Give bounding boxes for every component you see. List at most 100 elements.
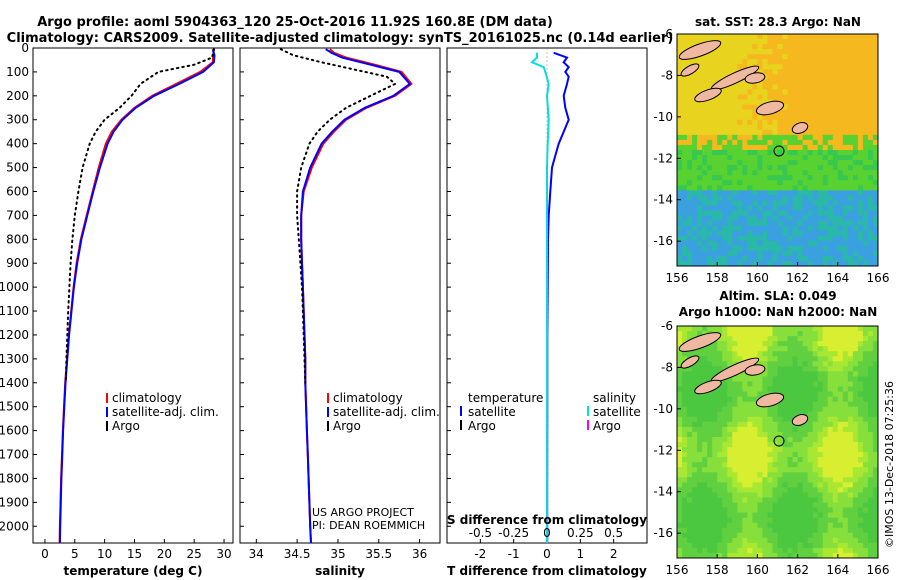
map-cell — [692, 386, 698, 392]
map-cell — [762, 230, 768, 237]
map-cell — [802, 170, 809, 176]
map-cell — [872, 134, 879, 141]
map-cell — [737, 436, 743, 443]
map-cell — [782, 109, 788, 116]
map-cell — [812, 401, 819, 408]
map-cell — [747, 220, 753, 227]
map-cell — [722, 215, 728, 222]
map-cell — [842, 39, 849, 45]
map-cell — [792, 195, 799, 201]
map-cell — [752, 190, 758, 196]
map-cell — [677, 462, 683, 468]
map-cell — [727, 497, 733, 503]
y-tick-label: 1100 — [0, 304, 29, 318]
map-cell — [717, 49, 723, 55]
map-cell — [797, 346, 804, 352]
map-cell — [827, 175, 834, 181]
map-cell — [767, 482, 773, 488]
map-cell — [827, 401, 834, 408]
map-cell — [692, 230, 698, 237]
map-cell — [782, 74, 788, 80]
map-cell — [732, 144, 738, 151]
map-cell — [767, 436, 773, 443]
map-cell — [792, 134, 799, 141]
map-cell — [857, 54, 864, 60]
map-cell — [767, 326, 773, 332]
map-cell — [802, 431, 809, 438]
map-cell — [857, 49, 864, 55]
map-cell — [742, 542, 748, 549]
map-cell — [842, 361, 849, 367]
map-cell — [702, 346, 708, 352]
map-cell — [852, 160, 859, 166]
map-cell — [757, 190, 763, 196]
map-cell — [782, 215, 788, 222]
map-cell — [712, 391, 718, 398]
map-cell — [712, 245, 718, 252]
map-cell — [777, 129, 783, 136]
map-cell — [857, 426, 864, 433]
map-cell — [857, 341, 864, 347]
map-cell — [797, 431, 804, 438]
map-cell — [807, 467, 814, 473]
map-cell — [822, 376, 829, 382]
map-cell — [707, 371, 713, 377]
map-cell — [787, 331, 793, 337]
map-cell — [682, 487, 688, 493]
map-cell — [837, 346, 844, 352]
y-tick-label: 1700 — [0, 448, 29, 462]
map-cell — [712, 180, 718, 186]
map-cell — [847, 89, 854, 95]
map-cell — [817, 210, 824, 216]
map-cell — [782, 477, 788, 483]
map-cell — [797, 331, 804, 337]
map-cell — [832, 381, 839, 387]
legend-label: climatology — [112, 391, 182, 405]
map-cell — [782, 160, 788, 166]
map-cell — [802, 421, 809, 428]
map-cell — [712, 215, 718, 222]
map-cell — [677, 492, 683, 498]
map-cell — [842, 124, 849, 131]
map-cell — [812, 155, 819, 161]
map-cell — [747, 165, 753, 171]
map-cell — [807, 542, 814, 549]
map-cell — [772, 416, 778, 423]
map-cell — [692, 371, 698, 377]
map-cell — [797, 84, 804, 90]
map-cell — [857, 386, 864, 392]
map-cell — [817, 376, 824, 382]
map-cell — [817, 49, 824, 55]
map-cell — [812, 195, 819, 201]
map-cell — [852, 54, 859, 60]
map-cell — [802, 512, 809, 519]
map-cell — [767, 134, 773, 141]
map-cell — [717, 160, 723, 166]
map-cell — [867, 517, 874, 524]
map-cell — [767, 452, 773, 458]
map-cell — [682, 150, 688, 156]
map-cell — [797, 39, 804, 45]
map-cell — [817, 155, 824, 161]
map-cell — [742, 492, 748, 498]
map-cell — [822, 401, 829, 408]
map-cell — [707, 401, 713, 408]
map-cell — [687, 59, 693, 65]
map-cell — [807, 351, 814, 357]
map-cell — [807, 416, 814, 423]
map-cell — [862, 190, 869, 196]
map-cell — [847, 49, 854, 55]
map-cell — [857, 170, 864, 176]
map-cell — [687, 406, 693, 413]
map-cell — [727, 411, 733, 418]
map-cell — [682, 457, 688, 463]
map-cell — [802, 497, 809, 503]
map-cell — [787, 436, 793, 443]
map-cell — [762, 431, 768, 438]
map-cell — [797, 54, 804, 60]
map-cell — [817, 341, 824, 347]
map-cell — [792, 165, 799, 171]
map-cell — [762, 150, 768, 156]
map-cell — [782, 436, 788, 443]
map-cell — [792, 477, 799, 483]
